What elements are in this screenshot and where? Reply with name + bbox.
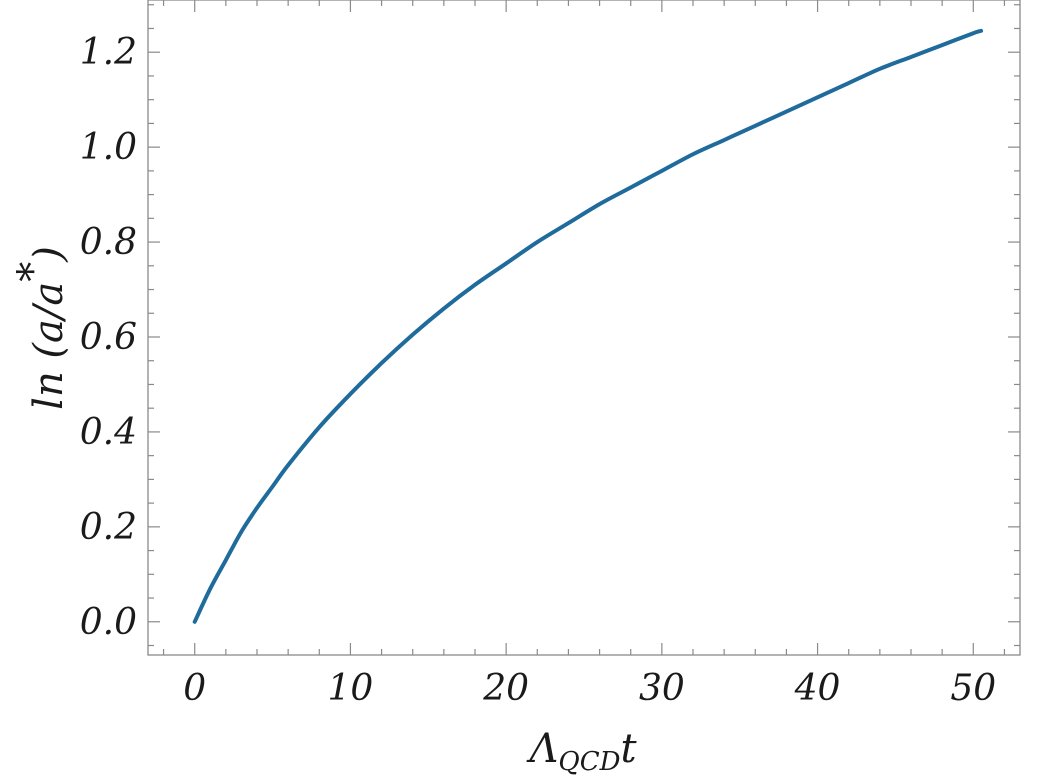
axis-tick-labels: 0 10 20 30 40 50 0.0 0.2 0.4 0.6 0.8 1.0 1.2 [80, 32, 996, 709]
x-tick-label: 20 [482, 668, 529, 709]
x-tick-label: 40 [794, 668, 841, 709]
plot-frame [147, 0, 1021, 656]
y-tick-label: 0.0 [80, 602, 137, 643]
y-tick-label: 1.0 [80, 127, 137, 168]
y-tick-label: 0.8 [80, 222, 137, 263]
x-axis-title: ΛQCDt [525, 726, 637, 777]
y-tick-label: 0.4 [80, 412, 137, 453]
y-tick-label: 1.2 [80, 32, 137, 73]
x-tick-label: 10 [328, 668, 374, 709]
x-tick-label: 30 [639, 668, 685, 709]
y-tick-label: 0.2 [80, 507, 137, 548]
axis-ticks [148, 0, 1020, 655]
x-tick-label: 50 [950, 668, 996, 709]
y-axis-title: ln (a/a*) [10, 246, 72, 410]
x-tick-label: 0 [183, 668, 206, 709]
series-line [192, 28, 984, 624]
y-tick-label: 0.6 [80, 317, 137, 358]
